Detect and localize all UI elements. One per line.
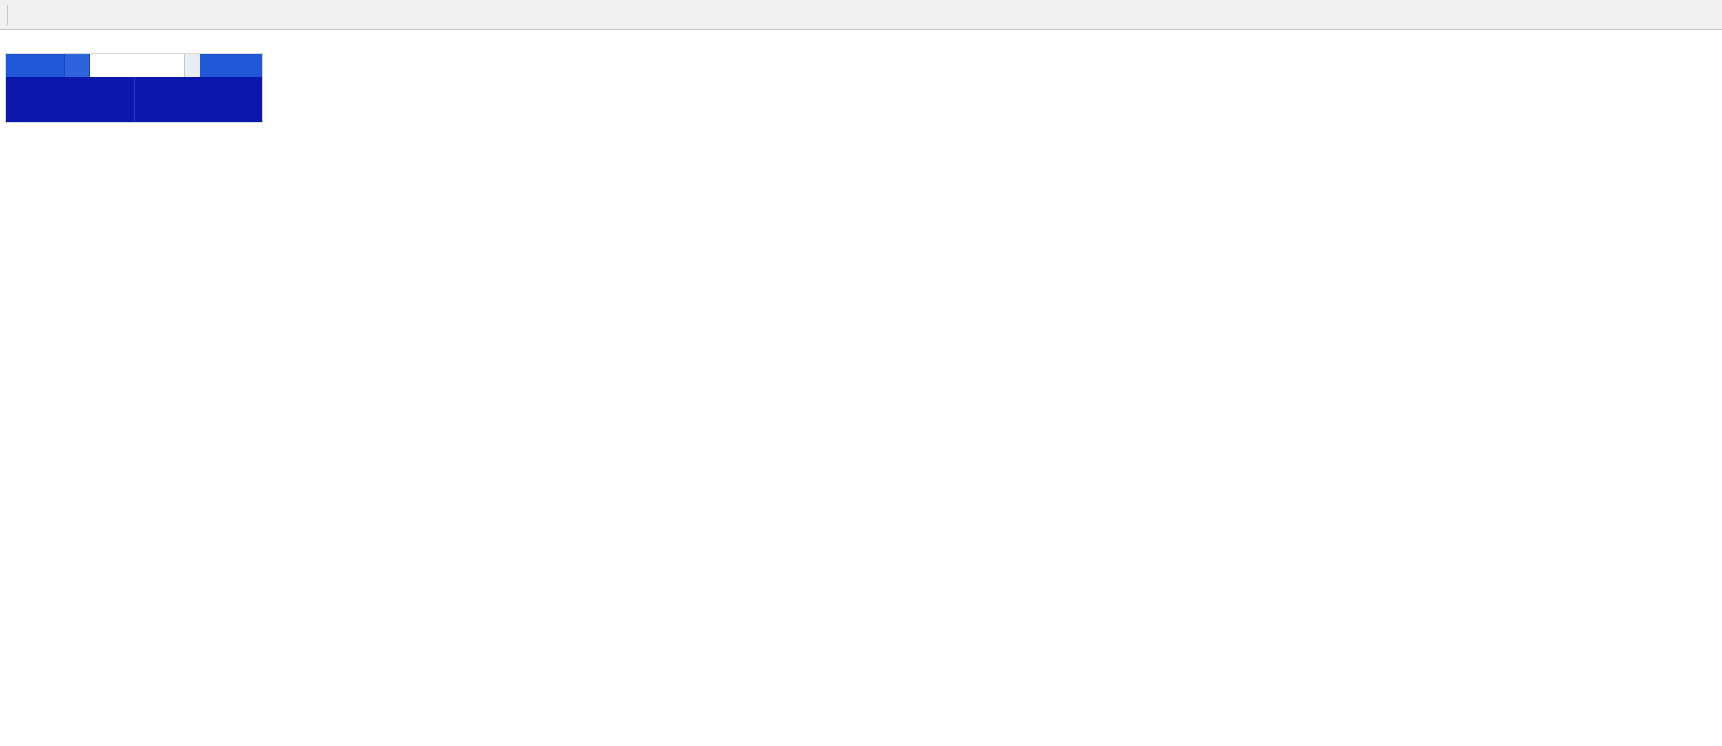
sell-button[interactable] (6, 54, 64, 77)
volume-spinner (184, 54, 200, 77)
volume-box (90, 54, 200, 77)
buy-price[interactable] (135, 77, 263, 122)
sell-price[interactable] (6, 77, 135, 122)
buy-button[interactable] (200, 54, 262, 77)
rsi-label (6, 543, 13, 555)
chart-symbol-line (5, 35, 17, 47)
one-click-trade-panel (6, 54, 262, 122)
trade-options-dropdown[interactable] (64, 54, 90, 77)
toolbar-separator (7, 4, 8, 25)
volume-increase-button[interactable] (185, 54, 200, 66)
bid-ask-display (6, 77, 262, 122)
volume-decrease-button[interactable] (185, 65, 200, 77)
trade-controls-row (6, 54, 262, 77)
macd-label (6, 484, 19, 496)
volume-input[interactable] (90, 54, 184, 77)
toolbar (0, 0, 1722, 30)
